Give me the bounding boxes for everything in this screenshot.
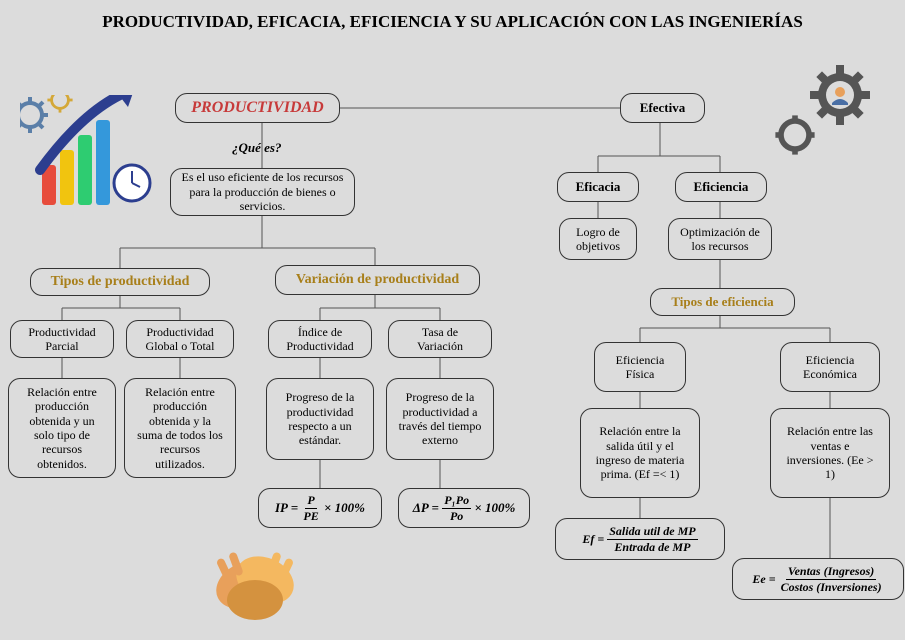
node-efectiva: Efectiva <box>620 93 705 123</box>
node-eficacia: Eficacia <box>557 172 639 202</box>
hands-icon <box>190 530 320 640</box>
label-que-es: ¿Qué es? <box>232 140 281 156</box>
node-tasa: Tasa de Variación <box>388 320 492 358</box>
ip-bot: PE <box>301 509 320 523</box>
ef-bot: Entrada de MP <box>612 540 692 554</box>
dp-top: P₁Po <box>442 493 471 508</box>
ee-top: Ventas (Ingresos) <box>786 564 876 579</box>
node-tipos-ef: Tipos de eficiencia <box>650 288 795 316</box>
node-ef-econ: Eficiencia Económica <box>780 342 880 392</box>
node-rel-fisica: Relación entre la salida útil y el ingre… <box>580 408 700 498</box>
ip-post: × 100% <box>324 500 365 516</box>
node-formula-dp: ΔP = P₁PoPo × 100% <box>398 488 530 528</box>
node-formula-ef: Ef = Salida util de MPEntrada de MP <box>555 518 725 560</box>
ee-pre: Ee = <box>752 572 775 586</box>
ee-bot: Costos (Inversiones) <box>779 580 884 594</box>
node-logro: Logro de objetivos <box>559 218 637 260</box>
ip-top: P <box>305 493 316 508</box>
ef-pre: Ef = <box>582 532 604 546</box>
node-definition: Es el uso eficiente de los recursos para… <box>170 168 355 216</box>
node-eficiencia: Eficiencia <box>675 172 767 202</box>
dp-post: × 100% <box>474 500 515 516</box>
node-rel-parcial: Relación entre producción obtenida y un … <box>8 378 116 478</box>
dp-bot: Po <box>448 509 465 523</box>
node-indice: Índice de Productividad <box>268 320 372 358</box>
node-rel-global: Relación entre producción obtenida y la … <box>124 378 236 478</box>
ip-pre: IP = <box>275 500 298 516</box>
node-prod-parcial: Productividad Parcial <box>10 320 114 358</box>
node-prod-global: Productividad Global o Total <box>126 320 234 358</box>
dp-pre: ΔP = <box>413 500 439 516</box>
node-formula-ee: Ee = Ventas (Ingresos)Costos (Inversione… <box>732 558 904 600</box>
page-title: PRODUCTIVIDAD, EFICACIA, EFICIENCIA Y SU… <box>102 12 803 32</box>
ef-top: Salida util de MP <box>607 524 697 539</box>
node-rel-econ: Relación entre las ventas e inversiones.… <box>770 408 890 498</box>
node-var-prod: Variación de productividad <box>275 265 480 295</box>
node-progreso-tiempo: Progreso de la productividad a través de… <box>386 378 494 460</box>
growth-chart-icon <box>20 95 160 215</box>
node-optimiz: Optimización de los recursos <box>668 218 772 260</box>
node-ef-fisica: Eficiencia Física <box>594 342 686 392</box>
node-productividad: PRODUCTIVIDAD <box>175 93 340 123</box>
node-tipos-prod: Tipos de productividad <box>30 268 210 296</box>
person-gears-icon <box>770 60 890 170</box>
node-progreso-std: Progreso de la productividad respecto a … <box>266 378 374 460</box>
node-formula-ip: IP = PPE × 100% <box>258 488 382 528</box>
